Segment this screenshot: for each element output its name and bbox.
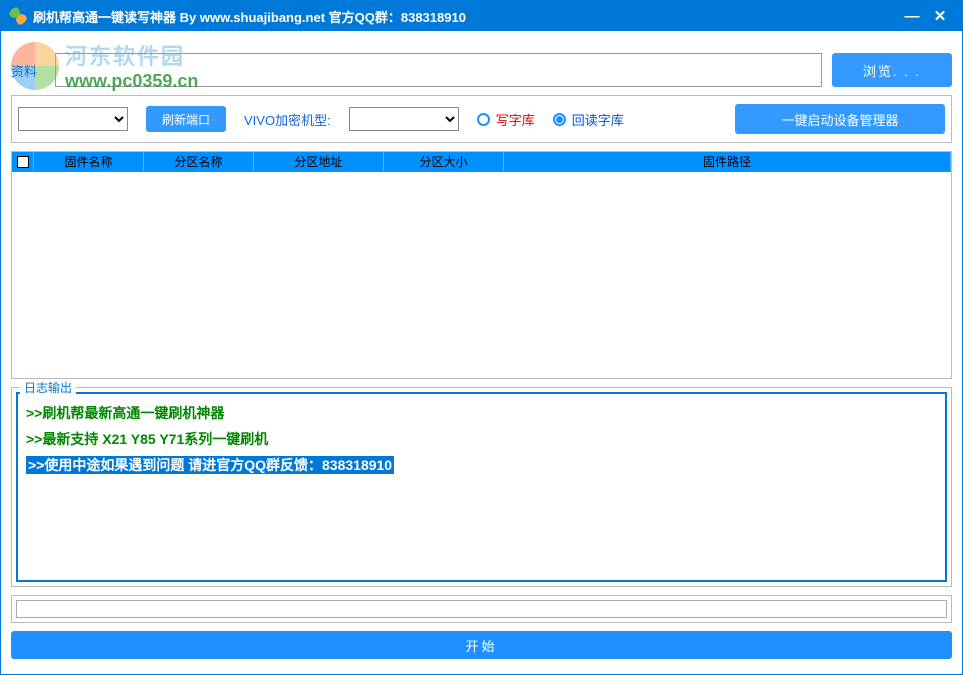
controls-panel: 刷新端口 VIVO加密机型: 写字库 回读字库 一键启动设备管理器 bbox=[11, 95, 952, 143]
file-label: 资料 bbox=[11, 61, 45, 80]
col-firmware-name[interactable]: 固件名称 bbox=[34, 152, 144, 171]
log-line: >>使用中途如果遇到问题 请进官方QQ群反馈：838318910 bbox=[26, 452, 937, 478]
file-row: 资料 浏览. . . bbox=[11, 53, 952, 87]
progress-bar bbox=[16, 600, 947, 618]
window-title: 刷机帮高通一键读写神器 By www.shuajibang.net 官方QQ群：… bbox=[33, 7, 466, 26]
col-partition-name[interactable]: 分区名称 bbox=[144, 152, 254, 171]
progress-panel bbox=[11, 595, 952, 623]
col-partition-addr[interactable]: 分区地址 bbox=[254, 152, 384, 171]
log-line: >>刷机帮最新高通一键刷机神器 bbox=[26, 400, 937, 426]
device-manager-button[interactable]: 一键启动设备管理器 bbox=[735, 104, 945, 134]
file-path-input[interactable] bbox=[55, 53, 822, 87]
radio-read-icon bbox=[553, 113, 566, 126]
browse-button[interactable]: 浏览. . . bbox=[832, 53, 952, 87]
refresh-port-button[interactable]: 刷新端口 bbox=[146, 106, 226, 132]
col-partition-size[interactable]: 分区大小 bbox=[384, 152, 504, 171]
app-window: 刷机帮高通一键读写神器 By www.shuajibang.net 官方QQ群：… bbox=[0, 0, 963, 675]
close-button[interactable]: ✕ bbox=[926, 6, 954, 26]
radio-read[interactable]: 回读字库 bbox=[553, 110, 624, 129]
vivo-model-combo[interactable] bbox=[349, 107, 459, 131]
log-legend: 日志输出 bbox=[20, 379, 76, 396]
radio-write-label: 写字库 bbox=[496, 110, 535, 129]
titlebar[interactable]: 刷机帮高通一键读写神器 By www.shuajibang.net 官方QQ群：… bbox=[1, 1, 962, 31]
minimize-button[interactable]: — bbox=[898, 6, 926, 26]
radio-write-icon bbox=[477, 113, 490, 126]
log-line: >>最新支持 X21 Y85 Y71系列一键刷机 bbox=[26, 426, 937, 452]
partition-table: 固件名称 分区名称 分区地址 分区大小 固件路径 bbox=[11, 151, 952, 379]
start-button[interactable]: 开始 bbox=[11, 631, 952, 659]
col-firmware-path[interactable]: 固件路径 bbox=[504, 152, 951, 171]
log-output[interactable]: >>刷机帮最新高通一键刷机神器 >>最新支持 X21 Y85 Y71系列一键刷机… bbox=[16, 392, 947, 582]
header-checkbox[interactable] bbox=[12, 152, 34, 171]
radio-read-label: 回读字库 bbox=[572, 110, 624, 129]
log-panel: 日志输出 >>刷机帮最新高通一键刷机神器 >>最新支持 X21 Y85 Y71系… bbox=[11, 387, 952, 587]
table-header: 固件名称 分区名称 分区地址 分区大小 固件路径 bbox=[12, 152, 951, 172]
vivo-model-label: VIVO加密机型: bbox=[244, 110, 331, 129]
port-combo[interactable] bbox=[18, 107, 128, 131]
app-icon bbox=[9, 7, 27, 25]
radio-write[interactable]: 写字库 bbox=[477, 110, 535, 129]
